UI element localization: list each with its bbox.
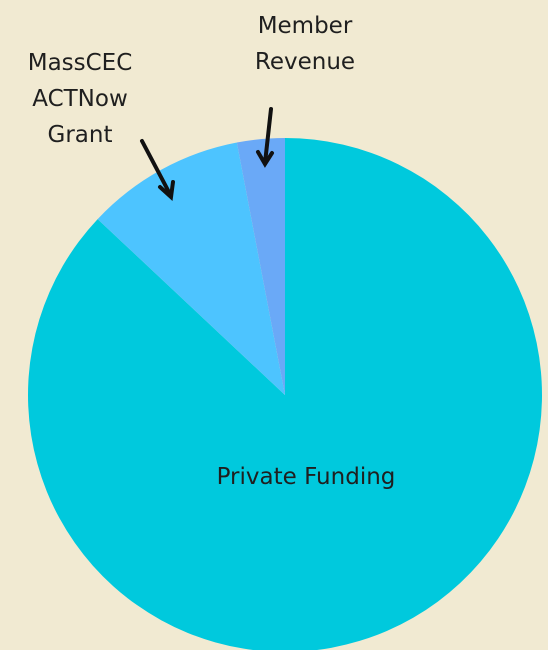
slice-label: Private Funding xyxy=(216,464,396,490)
arrow xyxy=(263,107,273,165)
slice-label: Member Revenue xyxy=(254,13,356,75)
arrows xyxy=(140,107,274,202)
slice-label: MassCEC ACTNow Grant xyxy=(27,50,133,148)
slices xyxy=(28,138,542,650)
pie-slice xyxy=(97,142,285,395)
arrow-head xyxy=(158,180,175,202)
arrow-head xyxy=(256,150,274,168)
arrow xyxy=(140,139,173,198)
pie-slice xyxy=(28,138,542,650)
pie-slice xyxy=(236,138,285,395)
